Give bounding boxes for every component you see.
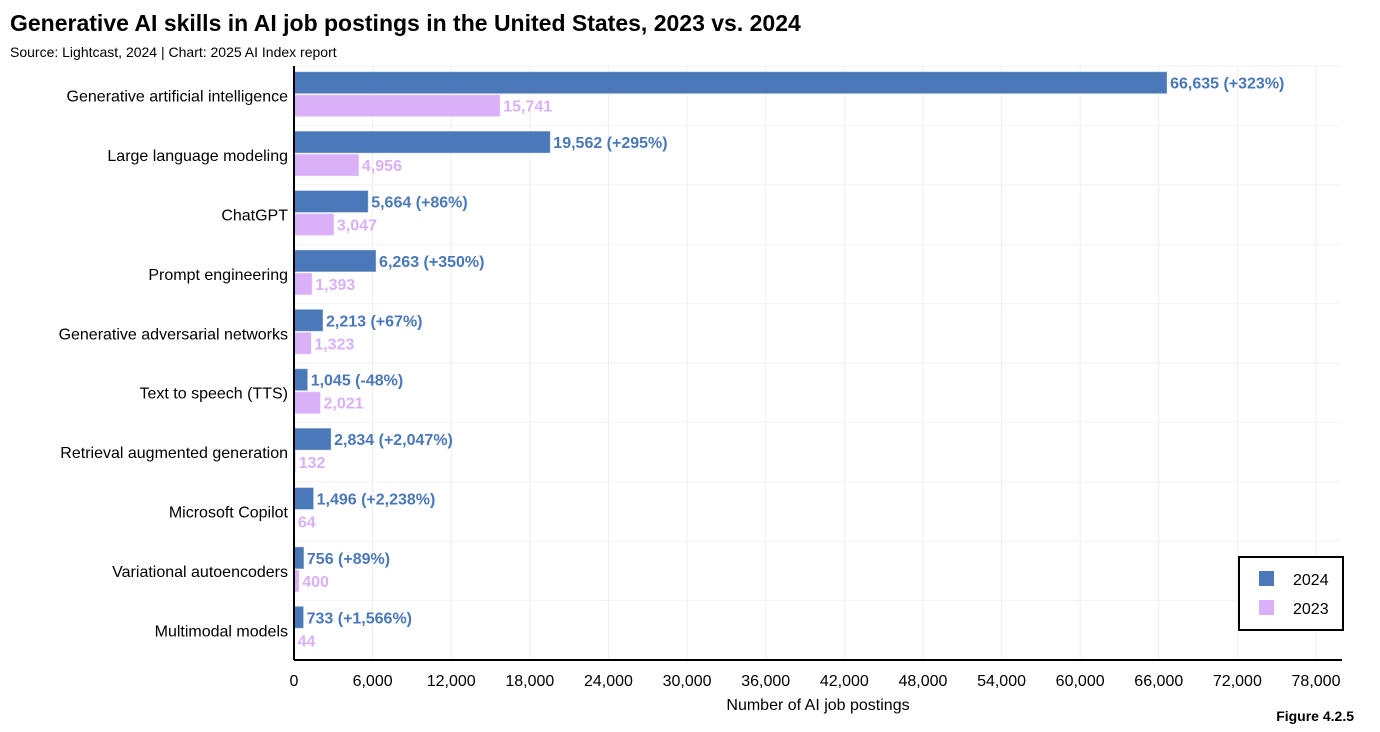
data-label-2023: 15,741 bbox=[503, 99, 552, 116]
data-label-2023: 64 bbox=[298, 515, 316, 532]
bar-2024 bbox=[293, 308, 324, 332]
legend-box bbox=[1238, 556, 1344, 631]
category-label: Generative adversarial networks bbox=[59, 326, 288, 343]
data-label-2024: 2,213 (+67%) bbox=[326, 313, 423, 330]
x-tick-label: 60,000 bbox=[1056, 673, 1105, 690]
x-tick-label: 30,000 bbox=[663, 673, 712, 690]
bar-2024 bbox=[293, 190, 369, 213]
bar-2023 bbox=[293, 272, 313, 296]
x-tick-label: 72,000 bbox=[1213, 673, 1262, 690]
bar-2024 bbox=[293, 368, 309, 392]
category-label: Microsoft Copilot bbox=[169, 505, 289, 522]
data-label-2023: 4,956 bbox=[362, 158, 402, 175]
legend-swatch-2024 bbox=[1259, 571, 1274, 586]
x-tick-label: 36,000 bbox=[741, 673, 790, 690]
chart-title: Generative AI skills in AI job postings … bbox=[10, 10, 801, 36]
data-label-2024: 19,562 (+295%) bbox=[553, 135, 667, 152]
category-label: Prompt engineering bbox=[148, 267, 288, 284]
data-label-2024: 756 (+89%) bbox=[307, 551, 390, 568]
data-label-2023: 1,323 bbox=[314, 336, 354, 353]
bar-2023 bbox=[293, 94, 501, 118]
x-tick-label: 48,000 bbox=[898, 673, 947, 690]
legend-swatch-2023 bbox=[1259, 600, 1274, 615]
data-label-2023: 1,393 bbox=[315, 277, 355, 294]
category-label: Multimodal models bbox=[155, 623, 288, 640]
bar-2024 bbox=[293, 546, 305, 570]
category-label: Text to speech (TTS) bbox=[140, 386, 289, 403]
category-label: Generative artificial intelligence bbox=[67, 89, 289, 106]
bar-2023 bbox=[293, 153, 360, 177]
legend-label-2023: 2023 bbox=[1293, 601, 1329, 618]
bar-2023 bbox=[293, 391, 321, 415]
bar-2024 bbox=[293, 487, 315, 510]
data-label-2023: 2,021 bbox=[323, 396, 363, 413]
chart-subtitle: Source: Lightcast, 2024 | Chart: 2025 AI… bbox=[10, 44, 337, 60]
figure-label: Figure 4.2.5 bbox=[1276, 708, 1354, 724]
bar-2023 bbox=[293, 331, 312, 355]
bar-2024 bbox=[293, 249, 377, 273]
bar-2024 bbox=[293, 427, 332, 451]
legend-label-2024: 2024 bbox=[1293, 572, 1329, 589]
x-tick-label: 6,000 bbox=[353, 673, 393, 690]
data-label-2024: 2,834 (+2,047%) bbox=[334, 432, 453, 449]
bar-2024 bbox=[293, 605, 305, 629]
data-label-2024: 6,263 (+350%) bbox=[379, 254, 484, 271]
x-tick-label: 18,000 bbox=[505, 673, 554, 690]
x-tick-label: 54,000 bbox=[977, 673, 1026, 690]
x-tick-label: 24,000 bbox=[584, 673, 633, 690]
data-label-2024: 1,045 (-48%) bbox=[311, 373, 404, 390]
data-label-2024: 733 (+1,566%) bbox=[307, 610, 412, 627]
data-label-2023: 44 bbox=[298, 633, 316, 650]
data-label-2024: 5,664 (+86%) bbox=[371, 195, 468, 212]
bar-2023 bbox=[293, 213, 335, 236]
category-label: Variational autoencoders bbox=[112, 564, 288, 581]
data-label-2023: 3,047 bbox=[337, 218, 377, 235]
x-tick-label: 0 bbox=[290, 673, 299, 690]
category-label: ChatGPT bbox=[221, 208, 288, 225]
x-tick-label: 42,000 bbox=[820, 673, 869, 690]
data-label-2023: 132 bbox=[299, 455, 326, 472]
category-label: Large language modeling bbox=[107, 148, 288, 165]
bar-2024 bbox=[293, 71, 1168, 95]
data-label-2023: 400 bbox=[302, 574, 329, 591]
x-axis-title: Number of AI job postings bbox=[726, 697, 909, 714]
data-label-2024: 1,496 (+2,238%) bbox=[317, 492, 436, 509]
x-tick-label: 78,000 bbox=[1292, 673, 1341, 690]
x-tick-label: 66,000 bbox=[1134, 673, 1183, 690]
x-tick-label: 12,000 bbox=[427, 673, 476, 690]
category-label: Retrieval augmented generation bbox=[60, 445, 288, 462]
data-label-2024: 66,635 (+323%) bbox=[1170, 76, 1284, 93]
bar-2024 bbox=[293, 130, 551, 154]
